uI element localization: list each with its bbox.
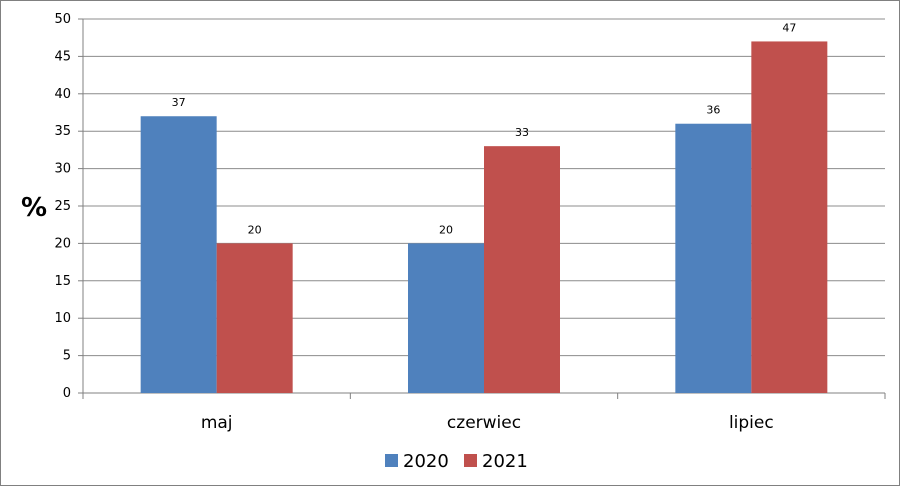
x-category-label: lipiec (729, 413, 774, 433)
y-tick-label: 35 (54, 124, 71, 139)
data-label: 20 (439, 223, 453, 236)
y-tick-label: 30 (54, 162, 71, 177)
bar-2021-czerwiec (484, 146, 560, 393)
data-label: 20 (248, 223, 262, 236)
y-tick-label: 50 (54, 12, 71, 27)
bar-2020-maj (140, 116, 217, 394)
bar-2020-lipiec (675, 123, 752, 393)
legend-label: 2021 (482, 451, 528, 472)
y-tick-label: 25 (54, 199, 71, 214)
legend: 2020 2021 (385, 451, 528, 472)
y-tick-label: 5 (63, 349, 71, 364)
y-tick-label: 45 (54, 49, 71, 64)
data-label: 33 (515, 126, 529, 139)
y-tick-label: 20 (54, 236, 71, 251)
data-label: 36 (706, 104, 720, 117)
bar-2020-czerwiec (408, 243, 484, 393)
y-tick-label: 15 (54, 274, 71, 289)
data-label: 47 (782, 21, 796, 34)
legend-swatch-2020 (385, 454, 398, 467)
legend-label: 2020 (403, 451, 449, 472)
x-category-label: maj (201, 413, 233, 433)
y-tick-label: 0 (63, 386, 71, 401)
y-tick-label: 40 (54, 87, 71, 102)
bar-2021-lipiec (751, 41, 828, 393)
x-category-label: czerwiec (447, 413, 521, 433)
bars: 37 20 20 33 36 47 (140, 21, 828, 394)
y-axis-label: % (21, 193, 47, 223)
bar-2021-maj (216, 243, 293, 393)
y-axis-ticks: 0 5 10 15 20 25 30 35 40 45 50 (54, 12, 84, 401)
legend-swatch-2021 (464, 454, 477, 467)
data-label: 37 (172, 96, 186, 109)
y-tick-label: 10 (54, 311, 71, 326)
x-axis: maj czerwiec lipiec (82, 393, 886, 433)
